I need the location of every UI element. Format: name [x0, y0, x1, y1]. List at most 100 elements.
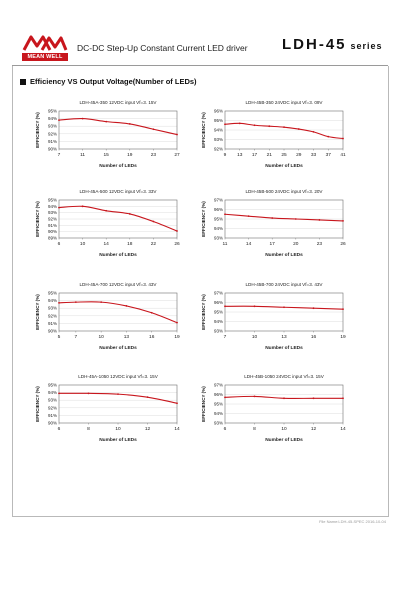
data-point	[253, 305, 256, 308]
y-tick-label: 93%	[48, 306, 57, 311]
chart-1: LDH-45A-350 12VDC input Vf=3. 15V 90% 91% 9…	[35, 100, 180, 169]
file-note: File Name:LDH-45-SPEC 2016-10-04	[319, 519, 386, 524]
x-tick-label: 6	[224, 426, 227, 432]
data-point	[253, 124, 256, 127]
x-axis-label: Number of LEDs	[99, 163, 137, 169]
chart-title: LDH-45A-500 12VDC input Vf=3. 33V	[80, 189, 158, 194]
efficiency-line	[58, 301, 178, 324]
plot-area	[224, 384, 344, 424]
chart-title: LDH-45B-700 24VDC input Vf=3. 43V	[246, 282, 324, 287]
x-tick-label: 8	[87, 426, 90, 432]
plot-area	[224, 110, 344, 150]
chart-5: LDH-45A-700 12VDC input Vf=3. 43V 90% 91% 9…	[35, 282, 180, 351]
data-point	[327, 135, 330, 138]
data-point	[283, 126, 285, 129]
chart-6: LDH-45B-700 24VDC input Vf=3. 43V 93% 94% 9…	[201, 282, 346, 351]
x-tick-label: 25	[281, 152, 287, 158]
data-point	[105, 120, 108, 123]
chart-title: LDH-45B-500 24VDC input Vf=3. 20V	[246, 189, 324, 194]
y-tick-label: 94%	[48, 204, 57, 209]
x-tick-label: 14	[104, 241, 110, 247]
chart-7: LDH-45A-1050 12VDC input Vf=3. 15V 90% 91%…	[35, 374, 180, 443]
x-tick-label: 11	[223, 241, 228, 247]
data-point	[238, 122, 241, 125]
x-tick-label: 33	[311, 152, 317, 158]
chart-2: LDH-45B-350 24VDC input Vf=3. 09V 92% 93% 9…	[201, 100, 346, 169]
plot-area	[58, 110, 178, 150]
x-tick-label: 7	[75, 334, 78, 340]
y-tick-label: 92%	[214, 147, 223, 152]
data-point	[105, 209, 108, 212]
section-title: Efficiency VS Output Voltage(Number of L…	[20, 77, 197, 86]
data-point	[312, 307, 315, 310]
chart-title: LDH-45B-350 24VDC input Vf=3. 09V	[246, 100, 324, 105]
data-point	[283, 397, 285, 400]
x-tick-label: 21	[267, 152, 273, 158]
data-point	[342, 220, 344, 222]
chart-3: LDH-45A-500 12VDC input Vf=3. 33V89%90%9…	[35, 189, 180, 258]
data-point	[81, 117, 84, 120]
y-tick-label: 94%	[48, 116, 57, 121]
data-point	[224, 305, 226, 308]
y-tick-label: 93%	[48, 398, 57, 403]
y-tick-label: 92%	[48, 405, 57, 410]
x-tick-label: 19	[174, 334, 180, 340]
efficiency-line	[58, 118, 178, 136]
plot-area	[58, 384, 178, 424]
y-axis-label: EFFICIENCY (%)	[201, 112, 206, 148]
y-tick-label: 94%	[48, 390, 57, 395]
data-point	[176, 230, 178, 232]
x-tick-label: 6	[58, 241, 61, 247]
x-tick-label: 23	[317, 241, 323, 247]
data-point	[100, 301, 103, 304]
y-tick-label: 95%	[48, 198, 57, 203]
y-tick-label: 94%	[214, 411, 223, 416]
y-tick-label: 95%	[214, 402, 223, 407]
y-tick-label: 91%	[48, 223, 57, 228]
model-suffix: series	[350, 41, 383, 51]
y-tick-label: 95%	[48, 109, 57, 114]
x-tick-label: 26	[340, 241, 346, 247]
y-tick-label: 95%	[48, 291, 57, 296]
x-tick-label: 14	[246, 241, 252, 247]
y-tick-label: 95%	[214, 217, 223, 222]
plot-area	[58, 292, 178, 332]
data-point	[58, 206, 60, 209]
y-tick-label: 92%	[48, 131, 57, 136]
data-point	[176, 133, 178, 136]
x-tick-label: 12	[145, 426, 151, 432]
chart-8: LDH-45B-1050 24VDC input Vf=3. 15V 93% 94%…	[201, 374, 346, 443]
data-point	[253, 395, 256, 398]
y-tick-label: 97%	[214, 383, 223, 388]
y-tick-label: 89%	[48, 236, 57, 241]
y-tick-label: 94%	[48, 298, 57, 303]
y-axis-label: EFFICIENCY (%)	[201, 294, 206, 330]
data-point	[224, 396, 226, 399]
data-point	[342, 308, 344, 311]
data-point	[297, 128, 300, 130]
data-point	[176, 402, 178, 405]
data-point	[224, 213, 226, 216]
x-tick-label: 19	[127, 152, 133, 158]
y-axis-label: EFFICIENCY (%)	[35, 294, 40, 330]
data-point	[283, 306, 285, 309]
x-tick-label: 16	[311, 334, 317, 340]
model-title: LDH-45 series	[282, 36, 383, 53]
y-tick-label: 91%	[48, 413, 57, 418]
x-tick-label: 13	[124, 334, 130, 340]
y-tick-label: 94%	[214, 128, 223, 133]
x-tick-label: 26	[174, 241, 180, 247]
data-point	[271, 217, 274, 219]
brand-logo: MEAN WELL	[22, 34, 68, 61]
model-name: LDH-45	[282, 36, 347, 53]
x-tick-label: 10	[98, 334, 104, 340]
plot-area	[224, 199, 344, 239]
data-point	[81, 205, 84, 208]
x-tick-label: 6	[58, 426, 61, 432]
data-point	[58, 301, 60, 304]
chart-title: LDH-45B-1050 24VDC input Vf=3. 15V	[244, 374, 324, 379]
y-axis-label: EFFICIENCY (%)	[35, 386, 40, 422]
plot-area	[224, 292, 344, 332]
x-tick-label: 12	[311, 426, 317, 432]
y-tick-label: 96%	[214, 300, 223, 305]
